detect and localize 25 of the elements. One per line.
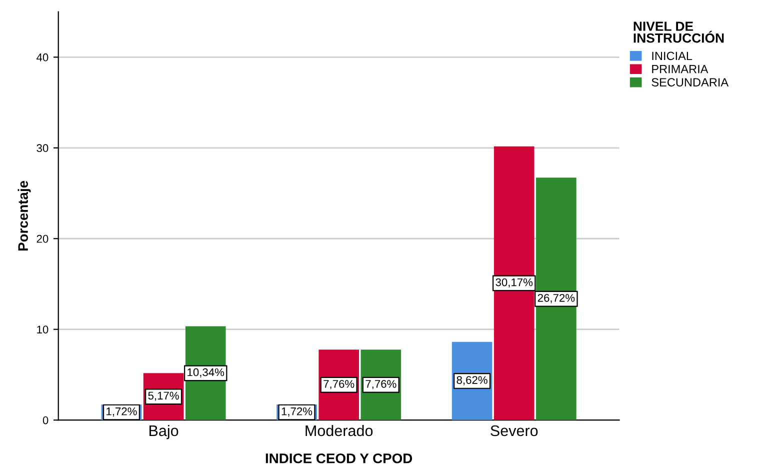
data-label: 5,17% xyxy=(148,392,179,401)
data-label: 30,17% xyxy=(496,278,533,288)
y-tick-label: 0 xyxy=(42,416,48,424)
legend-label: PRIMARIA xyxy=(652,65,708,74)
data-label: 1,72% xyxy=(282,407,312,417)
bar xyxy=(536,178,576,420)
data-label: 1,72% xyxy=(106,407,137,417)
data-label: 7,76% xyxy=(366,380,396,390)
data-label: 10,34% xyxy=(188,368,224,378)
x-tick-label: Moderado xyxy=(306,424,373,436)
x-axis-title: INDICE CEOD Y CPOD xyxy=(266,453,412,464)
bar xyxy=(494,146,534,420)
legend-label: SECUNDARIA xyxy=(652,78,729,86)
x-tick-label: Severo xyxy=(490,425,538,436)
y-tick-label: 20 xyxy=(36,234,48,243)
y-tick-label: 10 xyxy=(37,326,48,334)
data-label: 8,62% xyxy=(456,376,488,386)
y-tick-label: 30 xyxy=(36,144,48,152)
x-tick-label: Bajo xyxy=(150,424,178,440)
y-axis-title: Porcentaje xyxy=(18,180,31,251)
data-label: 26,72% xyxy=(538,294,575,304)
data-label: 7,76% xyxy=(324,380,354,390)
y-tick-label: 40 xyxy=(36,53,48,62)
legend-label: INICIAL xyxy=(652,52,692,60)
legend-title: NIVEL DE INSTRUCCIÓN xyxy=(634,22,724,43)
